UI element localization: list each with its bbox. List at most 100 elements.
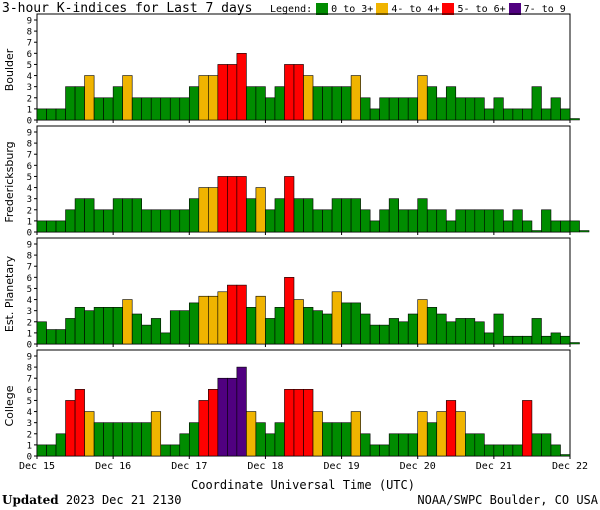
- y-tick-label: 9: [27, 129, 32, 139]
- k-index-bar: [522, 400, 533, 457]
- k-index-bar: [46, 220, 57, 233]
- k-index-bar: [103, 422, 114, 457]
- k-index-bar: [312, 310, 323, 345]
- k-index-bar: [274, 422, 285, 457]
- k-index-bar: [46, 444, 57, 457]
- k-index-bar: [465, 97, 476, 121]
- y-tick-label: 9: [27, 353, 32, 363]
- k-index-bar: [312, 411, 323, 457]
- k-index-bar: [188, 302, 200, 345]
- k-index-bar: [541, 335, 552, 345]
- k-index-bar: [550, 220, 561, 233]
- k-index-bar: [531, 86, 542, 121]
- y-tick-label: 3: [27, 195, 32, 205]
- legend-item-active: 4- to 4+: [376, 3, 439, 15]
- k-index-bar: [131, 313, 142, 345]
- x-axis-title: Coordinate Universal Time (UTC): [191, 478, 415, 492]
- k-index-bar: [550, 332, 561, 345]
- k-index-bar: [150, 411, 162, 457]
- k-index-bar: [388, 198, 399, 233]
- legend-item-label: 7- to 9: [523, 3, 566, 15]
- k-index-bar: [303, 75, 314, 121]
- k-index-bar: [160, 209, 171, 233]
- k-index-bar: [131, 97, 142, 121]
- legend-label: Legend:: [270, 3, 313, 15]
- k-index-bar: [179, 310, 190, 345]
- y-tick-label: 0: [27, 229, 32, 239]
- k-index-bar: [322, 209, 333, 233]
- k-index-bar: [560, 454, 571, 457]
- k-index-bar: [360, 433, 371, 457]
- y-tick-label: 2: [27, 206, 32, 216]
- k-index-bar: [303, 389, 314, 457]
- k-index-bar: [322, 313, 333, 345]
- y-tick-label: 2: [27, 94, 32, 104]
- k-index-bar: [512, 108, 523, 121]
- y-tick-label: 3: [27, 83, 32, 93]
- y-tick-label: 1: [27, 329, 32, 339]
- legend-item-label: 5- to 6+: [457, 3, 506, 15]
- k-index-bar: [169, 444, 181, 457]
- k-index-bar: [93, 422, 104, 457]
- legend-item-label: 0 to 3+: [331, 3, 374, 15]
- k-index-bar: [227, 284, 238, 345]
- k-index-bar: [560, 335, 571, 345]
- k-index-bar: [569, 220, 580, 233]
- k-index-bar: [93, 97, 104, 121]
- y-tick-label: 7: [27, 263, 32, 273]
- k-index-bar: [322, 86, 333, 121]
- panel-label: Boulder: [3, 48, 16, 91]
- k-index-bar: [541, 108, 552, 121]
- y-tick-label: 3: [27, 307, 32, 317]
- y-tick-label: 7: [27, 375, 32, 385]
- k-index-bar: [65, 209, 76, 233]
- k-index-bar: [522, 220, 533, 233]
- k-index-bar: [112, 86, 123, 121]
- k-index-bar: [445, 220, 457, 233]
- panel-label: College: [3, 385, 16, 426]
- k-index-bar: [531, 318, 542, 345]
- k-index-bar: [255, 422, 266, 457]
- k-index-bar: [198, 295, 209, 345]
- k-index-bar: [474, 433, 485, 457]
- updated-timestamp: Updated 2023 Dec 21 2130: [2, 493, 181, 507]
- k-index-bar: [369, 220, 380, 233]
- y-tick-label: 0: [27, 341, 32, 351]
- k-index-bar: [217, 377, 228, 457]
- k-index-bar: [179, 97, 190, 121]
- panel-label: Est. Planetary: [3, 255, 16, 332]
- k-index-bar: [227, 377, 238, 457]
- k-index-bar: [208, 187, 219, 233]
- k-index-bar: [560, 220, 571, 233]
- credit-text: NOAA/SWPC Boulder, CO USA: [417, 493, 598, 507]
- k-index-bar: [255, 187, 266, 233]
- k-index-bar: [484, 332, 495, 345]
- y-tick-label: 0: [27, 117, 32, 127]
- k-index-bar: [541, 209, 552, 233]
- k-index-bar: [217, 64, 228, 121]
- k-index-bar: [579, 230, 590, 233]
- k-index-bar: [312, 86, 323, 121]
- k-index-bar: [208, 75, 219, 121]
- k-index-bar: [160, 332, 171, 345]
- y-tick-label: 1: [27, 217, 32, 227]
- updated-value: 2023 Dec 21 2130: [65, 493, 182, 507]
- k-index-bar: [103, 209, 114, 233]
- y-tick-label: 0: [27, 453, 32, 463]
- k-index-bar: [455, 318, 466, 345]
- k-index-bar: [407, 313, 419, 345]
- k-index-bar: [198, 75, 209, 121]
- y-tick-label: 5: [27, 397, 32, 407]
- k-index-bar: [293, 389, 304, 457]
- k-index-bar: [503, 335, 514, 345]
- k-index-bar: [493, 444, 504, 457]
- k-index-bar: [512, 444, 523, 457]
- k-index-bar: [331, 86, 342, 121]
- k-index-bar: [560, 108, 571, 121]
- k-index-bar: [198, 400, 209, 457]
- k-index-bar: [388, 433, 399, 457]
- k-index-bar: [398, 321, 409, 345]
- k-index-bar: [198, 187, 209, 233]
- y-tick-label: 1: [27, 105, 32, 115]
